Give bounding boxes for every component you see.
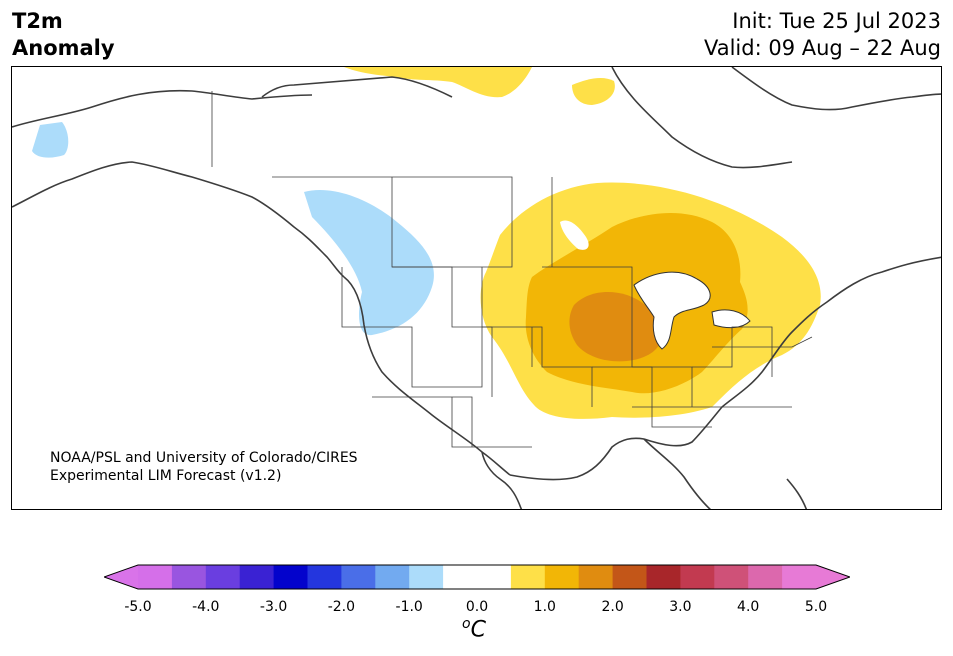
init-date: Init: Tue 25 Jul 2023: [732, 9, 941, 33]
title-line-2: Anomaly: [12, 36, 115, 60]
colorbar-tick: 2.0: [601, 599, 624, 615]
state-province-borders: [211, 91, 813, 448]
colorbar-tick: 3.0: [669, 599, 692, 615]
unit-celsius: C: [470, 617, 486, 643]
colorbar-segment: [409, 565, 444, 589]
colorbar: [102, 564, 852, 594]
cool-anomaly-region-northwest: [304, 190, 434, 336]
colorbar-unit: oC: [462, 616, 486, 642]
colorbar-tick: -4.0: [192, 599, 220, 615]
colorbar-segment: [239, 565, 275, 589]
date-info: Init: Tue 25 Jul 2023 Valid: 09 Aug – 22…: [704, 8, 941, 62]
cool-anomaly-region-alaska: [32, 122, 69, 158]
colorbar-segment: [477, 565, 512, 589]
colorbar-under-arrow: [104, 565, 138, 589]
coastlines: [12, 67, 941, 509]
colorbar-svg: [102, 564, 852, 590]
warm-anomaly-region-level-3: [569, 292, 662, 362]
warm-anomaly-region-arctic-2: [572, 78, 615, 105]
colorbar-segment: [544, 565, 580, 589]
colorbar-segment: [510, 565, 546, 589]
colorbar-segment: [680, 565, 715, 589]
colorbar-over-arrow: [816, 565, 850, 589]
map-title: T2m Anomaly: [12, 8, 115, 62]
colorbar-segment: [375, 565, 410, 589]
colorbar-segment: [307, 565, 342, 589]
colorbar-segment: [205, 565, 241, 589]
colorbar-segment: [578, 565, 614, 589]
colorbar-segment: [171, 565, 207, 589]
colorbar-tick: 0.0: [465, 599, 489, 615]
colorbar-tick: -3.0: [259, 599, 288, 615]
colorbar-segment: [612, 565, 648, 589]
colorbar-tick-labels: -5.0 -4.0 -3.0 -2.0 -1.0 0.0 1.0 2.0 3.0…: [0, 599, 953, 619]
forecast-credit: NOAA/PSL and University of Colorado/CIRE…: [50, 449, 358, 485]
colorbar-tick: 1.0: [533, 599, 556, 615]
colorbar-tick: 4.0: [737, 599, 760, 615]
colorbar-tick: -5.0: [124, 599, 152, 615]
anomaly-map: [12, 67, 941, 509]
colorbar-segment: [443, 565, 478, 589]
credit-line-2: Experimental LIM Forecast (v1.2): [50, 468, 282, 484]
great-lakes: [633, 271, 751, 350]
lake-winnipeg: [560, 220, 589, 250]
credit-line-1: NOAA/PSL and University of Colorado/CIRE…: [50, 450, 358, 466]
colorbar-segment: [138, 565, 173, 589]
colorbar-tick: -2.0: [327, 599, 356, 615]
unit-degree: o: [462, 616, 471, 632]
colorbar-tick: -1.0: [395, 599, 423, 615]
map-panel: NOAA/PSL and University of Colorado/CIRE…: [11, 66, 942, 510]
title-line-1: T2m: [12, 9, 63, 33]
colorbar-segment: [341, 565, 376, 589]
colorbar-segment: [782, 565, 817, 589]
colorbar-segment: [748, 565, 783, 589]
colorbar-segment: [273, 565, 309, 589]
colorbar-segment: [714, 565, 749, 589]
valid-range: Valid: 09 Aug – 22 Aug: [703, 36, 941, 60]
colorbar-tick: 5.0: [804, 599, 828, 615]
colorbar-segment: [646, 565, 681, 589]
warm-anomaly-region-arctic-1: [344, 67, 532, 98]
